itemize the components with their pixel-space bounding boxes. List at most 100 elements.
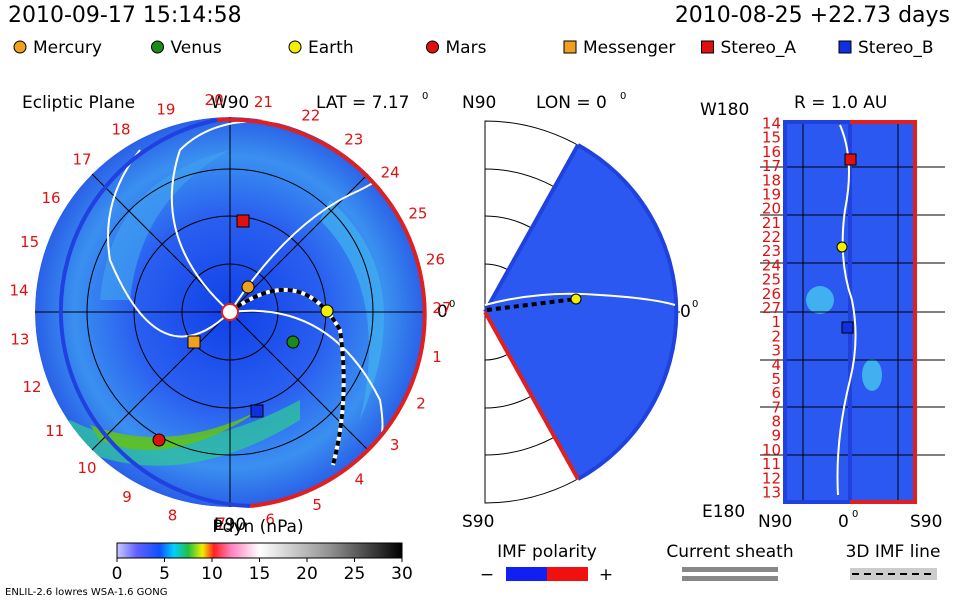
carrington-label: 27 (432, 299, 451, 317)
carrington-label: 3 (390, 436, 400, 454)
legend-marker (151, 40, 164, 54)
polarity-arc (577, 143, 679, 481)
top-label: W90 (211, 93, 249, 113)
imf-line-title: 3D IMF line (846, 542, 941, 562)
top-label: N90 (462, 93, 496, 113)
datetime: 2010-09-17 15:14:58 (8, 3, 242, 28)
carrington-label: 12 (22, 378, 41, 396)
carrington-label: 25 (762, 271, 781, 289)
carrington-label: 24 (762, 256, 781, 274)
carrington-label: 6 (265, 511, 275, 529)
polarity-frame (850, 120, 917, 504)
degree: 0 (422, 91, 428, 102)
colorbar-title: Pdyn (nPa) (212, 517, 303, 537)
x-label: 0 (838, 512, 849, 532)
colorbar-tick-label: 30 (391, 564, 413, 584)
spiral (229, 309, 384, 441)
carrington-label: 20 (762, 200, 781, 218)
legend-marker (701, 40, 714, 54)
legend-label: Mars (446, 38, 487, 58)
carrington-label: 19 (156, 100, 175, 118)
carrington-label: 12 (762, 469, 781, 487)
colorbar-tick-label: 20 (296, 564, 318, 584)
legend-label: Stereo_B (858, 38, 934, 58)
meridional-field (485, 145, 677, 479)
carrington-label: 4 (355, 470, 365, 488)
colorbar-tick-label: 25 (344, 564, 366, 584)
carrington-label: 26 (762, 285, 781, 303)
carrington-label: 8 (168, 507, 178, 525)
polarity-edge (483, 311, 580, 480)
bottom-label: E180 (702, 502, 745, 522)
bottom-label: E90 (214, 515, 246, 535)
body-marker (250, 404, 264, 418)
carrington-label: 6 (771, 384, 781, 402)
colorbar-ticks: 0 5 10 15 20 25 30 (112, 558, 413, 584)
body-marker (286, 335, 300, 349)
carrington-label: 17 (762, 157, 781, 175)
imf-title: IMF polarity (497, 542, 597, 562)
density-band (100, 150, 230, 300)
carrington-label: 1 (432, 348, 442, 366)
polarity-arc (249, 356, 422, 508)
carrington-label: 9 (771, 427, 781, 445)
carrington-label: 18 (762, 171, 781, 189)
polarity-edge (483, 144, 580, 313)
carrington-label: 27 (762, 299, 781, 317)
carrington-label: 23 (344, 130, 363, 148)
carrington-label: 10 (762, 441, 781, 459)
degree: 0 (449, 299, 455, 310)
density-band (90, 410, 260, 450)
colorbar-tick-label: 5 (159, 564, 170, 584)
body-marker (152, 433, 166, 447)
carrington-label: 5 (312, 496, 322, 514)
carrington-label: 15 (762, 129, 781, 147)
lat-label: LAT = 7.17 (316, 93, 409, 113)
legend: Mercury Venus Earth Mars Messenger Stereo_A St… (13, 38, 934, 58)
carrington-label: 17 (72, 151, 91, 169)
colorbar-tick-label: 15 (249, 564, 271, 584)
colorbar-tick-label: 0 (112, 564, 123, 584)
carrington-label: 7 (216, 514, 226, 532)
imf-minus: − (480, 565, 494, 585)
footer: ENLIL-2.6 lowres WSA-1.6 GONG (5, 587, 168, 598)
legend-marker (838, 40, 852, 54)
carrington-label: 16 (762, 143, 781, 161)
legend-marker (13, 40, 27, 54)
right-label: 0 (437, 302, 448, 322)
top-label: W180 (700, 100, 749, 120)
carrington-label: 13 (10, 331, 29, 349)
bottom-label: S90 (462, 512, 494, 532)
spiral (484, 292, 676, 306)
earth-marker (836, 241, 848, 253)
carrington-label: 21 (254, 93, 273, 111)
colorbar-tick-label: 10 (201, 564, 223, 584)
carrington-label: 11 (45, 422, 64, 440)
current-sheath (836, 124, 857, 496)
radial-labels: 1415161718192021222324252627123456789101… (762, 115, 781, 502)
sheath-bar (682, 576, 778, 581)
carrington-label: 7 (771, 398, 781, 416)
carrington-label: 22 (762, 228, 781, 246)
panel-title: Ecliptic Plane (22, 93, 135, 113)
carrington-label: 14 (762, 115, 781, 133)
carrington-label: 5 (771, 370, 781, 388)
density-blob (862, 359, 882, 391)
carrington-label: 15 (20, 233, 39, 251)
degree: 0 (852, 509, 858, 520)
stereo-a-marker (844, 153, 857, 166)
polarity-frame (783, 120, 852, 504)
x-label: N90 (758, 512, 792, 532)
polarity-arc (58, 118, 251, 508)
lon-label: LON = 0 (536, 93, 607, 113)
legend-marker (563, 40, 577, 54)
carrington-label: 13 (762, 484, 781, 502)
carrington-label: 16 (41, 189, 60, 207)
x-label: S90 (910, 512, 942, 532)
panel-title: R = 1.0 AU (794, 93, 887, 113)
legend-label: Earth (308, 38, 354, 58)
carrington-label: 22 (301, 106, 320, 124)
density-band (320, 200, 384, 420)
legend-label: Stereo_A (721, 38, 797, 58)
